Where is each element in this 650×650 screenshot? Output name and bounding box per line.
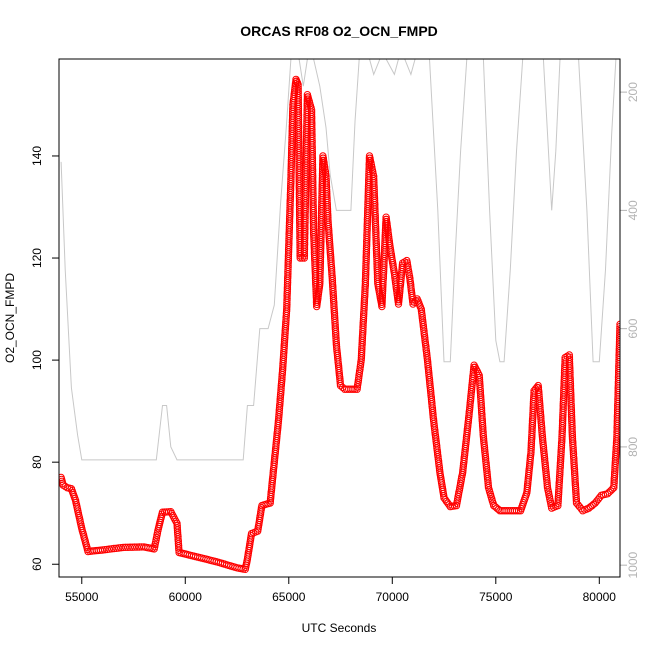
data-point-57 (126, 543, 134, 551)
data-point-50 (110, 544, 118, 553)
data-point-452 (296, 254, 304, 262)
data-point-60 (133, 543, 141, 551)
y-tick-label-1: 80 (30, 455, 44, 469)
data-point-46 (101, 546, 109, 554)
data-point-5 (61, 482, 69, 491)
chart-title: ORCAS RF08 O2_OCN_FMPD (240, 23, 438, 39)
data-point-52 (114, 544, 123, 552)
data-point-1604 (577, 505, 585, 513)
data-point-87 (162, 508, 171, 516)
data-points (59, 75, 620, 573)
data-point-51 (112, 544, 121, 552)
y2-tick-label-1: 400 (626, 200, 640, 220)
x-tick-label-0: 55000 (65, 590, 99, 604)
data-point-695 (319, 154, 327, 162)
data-point-1346 (512, 507, 521, 515)
y2-tick-label-3: 800 (626, 437, 640, 457)
plot-area (59, 59, 620, 573)
data-point-58 (128, 543, 137, 551)
data-point-450 (296, 249, 304, 258)
y-axis-label: O2_OCN_FMPD (3, 273, 17, 363)
y2-tick-label-2: 600 (626, 318, 640, 338)
data-point-45 (98, 546, 107, 554)
data-point-1600 (572, 497, 581, 505)
plot-frame (58, 58, 621, 578)
data-point-47 (103, 545, 111, 554)
data-point-1325 (484, 481, 492, 490)
data-point-699 (321, 163, 329, 172)
data-point-48 (105, 545, 114, 553)
data-point-816 (356, 365, 364, 373)
y-tick-label-3: 120 (30, 248, 44, 268)
x-tick-label-4: 75000 (479, 590, 513, 604)
data-point-56 (124, 543, 132, 551)
y-tick-label-4: 140 (30, 146, 44, 166)
data-point-451 (296, 252, 304, 260)
y-tick-label-0: 60 (30, 557, 44, 571)
y2-axis: 200 400 600 800 1000 (620, 82, 640, 579)
data-point-1452 (543, 481, 551, 490)
data-point-799 (336, 381, 345, 390)
data-point-1202 (445, 501, 453, 509)
data-point-55 (121, 543, 130, 551)
data-point-808 (353, 383, 362, 391)
data-point-49 (108, 545, 116, 553)
x-tick-label-3: 70000 (376, 590, 410, 604)
data-point-54 (119, 543, 127, 552)
y-tick-label-2: 100 (30, 350, 44, 370)
x-tick-label-5: 80000 (583, 590, 617, 604)
data-point-453 (298, 254, 306, 262)
secondary-series-line (60, 59, 620, 461)
data-point-59 (131, 543, 139, 551)
x-tick-label-1: 60000 (169, 590, 203, 604)
y-axis: 60 80 100 120 140 (30, 146, 59, 571)
data-point-805 (349, 385, 357, 393)
data-point-53 (117, 544, 125, 552)
x-axis-label: UTC Seconds (302, 621, 377, 635)
x-axis: 55000 60000 65000 70000 75000 80000 (65, 577, 616, 604)
y2-tick-label-4: 1000 (626, 552, 640, 579)
x-tick-label-2: 65000 (272, 590, 306, 604)
y2-tick-label-0: 200 (626, 82, 640, 102)
data-point-797 (336, 377, 344, 385)
